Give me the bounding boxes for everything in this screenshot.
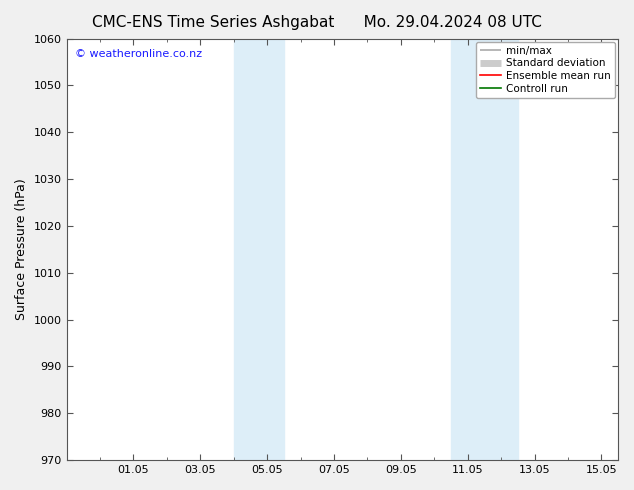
Legend: min/max, Standard deviation, Ensemble mean run, Controll run: min/max, Standard deviation, Ensemble me…	[476, 42, 615, 98]
Text: © weatheronline.co.nz: © weatheronline.co.nz	[75, 49, 202, 59]
Bar	[451, 39, 518, 460]
Text: CMC-ENS Time Series Ashgabat      Mo. 29.04.2024 08 UTC: CMC-ENS Time Series Ashgabat Mo. 29.04.2…	[92, 15, 542, 30]
Bar	[234, 39, 284, 460]
Y-axis label: Surface Pressure (hPa): Surface Pressure (hPa)	[15, 178, 28, 320]
